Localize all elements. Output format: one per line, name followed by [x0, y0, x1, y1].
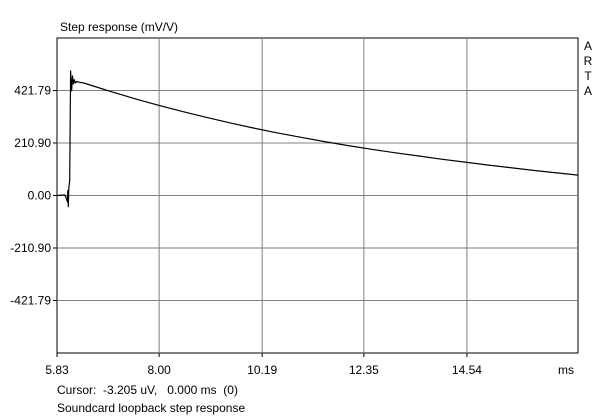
- watermark-letter: A: [584, 84, 592, 98]
- cursor-label: Cursor:: [57, 383, 96, 397]
- y-tick-label: 421.79: [14, 84, 51, 98]
- x-tick-label: 8.00: [147, 363, 171, 377]
- y-tick-label: 210.90: [14, 136, 51, 150]
- x-tick-label: 12.35: [349, 363, 379, 377]
- chart-description: Soundcard loopback step response: [57, 401, 245, 415]
- watermark-letter: T: [584, 69, 592, 83]
- watermark-letter: R: [584, 54, 593, 68]
- x-tick-label: 10.19: [247, 363, 277, 377]
- x-tick-label: 14.54: [452, 363, 482, 377]
- watermark-letter: A: [584, 39, 592, 53]
- cursor-readout: -3.205 uV, 0.000 ms (0): [103, 383, 238, 397]
- step-response-line: [56, 70, 579, 208]
- y-tick-label: -210.90: [10, 241, 51, 255]
- y-axis-tick-labels: 421.79 210.90 0.00 -210.90 -421.79: [10, 84, 51, 308]
- x-axis-unit-label: ms: [558, 363, 574, 377]
- series-layer: [56, 70, 579, 208]
- y-tick-label: -421.79: [10, 293, 51, 307]
- y-tick-label: 0.00: [28, 189, 52, 203]
- grid-lines: [53, 38, 578, 357]
- x-tick-label: 5.83: [45, 363, 69, 377]
- x-axis-tick-labels: 5.83 8.00 10.19 12.35 14.54: [45, 363, 482, 377]
- chart-title: Step response (mV/V): [60, 20, 178, 34]
